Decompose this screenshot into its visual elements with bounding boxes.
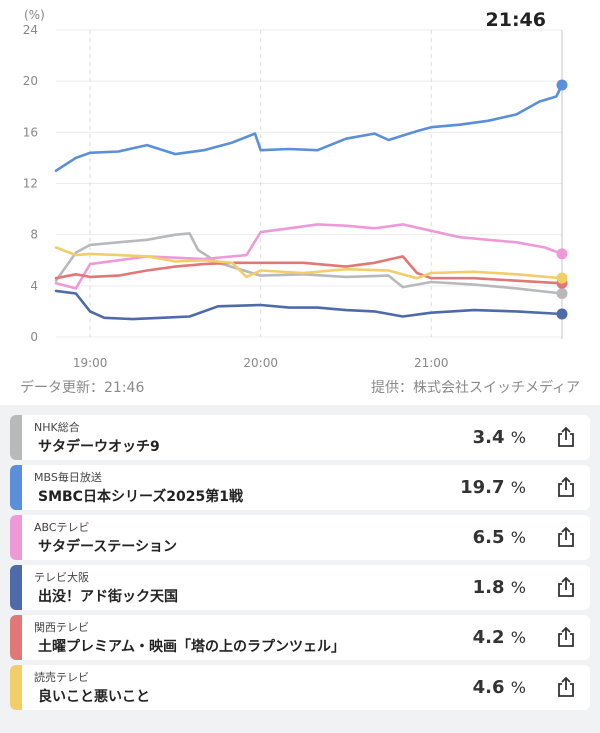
channel-program-title: 良いこと悪いこと xyxy=(38,689,150,705)
channel-rating: 4.2 % xyxy=(473,627,526,648)
channel-rating-value: 4.2 xyxy=(472,627,505,648)
series-endpoint xyxy=(556,288,568,300)
x-tick-label: 21:00 xyxy=(414,356,449,370)
channel-color-bar xyxy=(10,665,22,710)
channel-station-name: ABCテレビ xyxy=(34,521,90,534)
channel-color-bar xyxy=(10,565,22,610)
channel-rating-value: 1.8 xyxy=(472,577,505,598)
channel-rating-value: 6.5 xyxy=(472,527,505,548)
series-line xyxy=(54,246,564,280)
channel-program-title: SMBC日本シリーズ2025第1戦 xyxy=(38,489,243,505)
x-tick-label: 20:00 xyxy=(243,356,278,370)
y-tick-label: 16 xyxy=(23,125,38,139)
series-line xyxy=(54,83,564,172)
channel-color-bar xyxy=(10,615,22,660)
channel-rating: 4.6 % xyxy=(473,677,526,698)
channel-card[interactable]: NHK総合サタデーウオッチ9 3.4 % xyxy=(10,415,590,460)
channel-rating-unit: % xyxy=(510,628,526,647)
series-line xyxy=(54,223,564,290)
series-endpoint xyxy=(556,248,568,260)
channel-station-name: 読売テレビ xyxy=(34,671,89,684)
channel-rating: 3.4 % xyxy=(473,427,526,448)
data-provider-label: 提供：株式会社スイッチメディア xyxy=(370,380,580,396)
channel-station-name: MBS毎日放送 xyxy=(34,471,102,484)
series-line xyxy=(54,289,564,321)
y-tick-label: 8 xyxy=(30,228,38,242)
y-tick-label: 0 xyxy=(30,330,38,344)
y-unit-label: (%) xyxy=(24,8,45,22)
share-icon[interactable] xyxy=(554,625,578,649)
series-endpoint xyxy=(556,272,568,284)
channel-rating-value: 19.7 xyxy=(460,477,505,498)
series-endpoint xyxy=(556,308,568,320)
channel-rating-unit: % xyxy=(510,428,526,447)
series-line xyxy=(54,255,564,285)
channel-color-bar xyxy=(10,465,22,510)
channel-card[interactable]: MBS毎日放送 SMBC日本シリーズ2025第1戦 19.7 % xyxy=(10,465,590,510)
channel-rating: 19.7 % xyxy=(460,477,526,498)
share-icon[interactable] xyxy=(554,425,578,449)
channel-card[interactable]: 関西テレビ土曜プレミアム・映画「塔の上のラプンツェル」 4.2 % xyxy=(10,615,590,660)
channel-station-name: NHK総合 xyxy=(34,421,80,434)
channel-card[interactable]: ABCテレビサタデーステーション 6.5 % xyxy=(10,515,590,560)
channel-rating-unit: % xyxy=(510,478,526,497)
current-time: 21:46 xyxy=(485,9,546,31)
x-tick-label: 19:00 xyxy=(73,356,108,370)
rating-line-chart: 0 4 8 12 16 20 24(%) 19:00 20:00 21:00 xyxy=(23,8,568,370)
rating-chart-panel: 0 4 8 12 16 20 24 (%) 19:00 20:00 21:00 21:46 データ更… xyxy=(20,8,580,396)
channel-rating-unit: % xyxy=(510,678,526,697)
channel-color-bar xyxy=(10,515,22,560)
y-tick-label: 12 xyxy=(23,177,38,191)
channel-rating-value: 3.4 xyxy=(472,427,505,448)
channel-station-name: テレビ大阪 xyxy=(34,571,89,584)
data-updated-label: データ更新：21:46 xyxy=(20,380,145,396)
channel-rating: 1.8 % xyxy=(473,577,526,598)
channel-rating-value: 4.6 xyxy=(472,677,505,698)
y-tick-label: 4 xyxy=(30,279,38,293)
channel-list: NHK総合サタデーウオッチ9 3.4 % MBS毎日放送 SMBC日本シリーズ2025… xyxy=(0,405,600,733)
channel-program-title: 出没！アド街ック天国 xyxy=(38,589,178,605)
channel-program-title: 土曜プレミアム・映画「塔の上のラプンツェル」 xyxy=(38,639,346,655)
channel-card[interactable]: 読売テレビ良いこと悪いこと 4.6 % xyxy=(10,665,590,710)
channel-card[interactable]: テレビ大阪出没！アド街ック天国 1.8 % xyxy=(10,565,590,610)
channel-rating: 6.5 % xyxy=(473,527,526,548)
channel-program-title: サタデーウオッチ9 xyxy=(38,439,160,455)
share-icon[interactable] xyxy=(554,475,578,499)
share-icon[interactable] xyxy=(554,575,578,599)
channel-station-name: 関西テレビ xyxy=(34,621,89,634)
channel-program-title: サタデーステーション xyxy=(38,539,178,555)
y-tick-label: 20 xyxy=(23,74,38,88)
channel-color-bar xyxy=(10,415,22,460)
series-endpoint xyxy=(556,79,568,91)
share-icon[interactable] xyxy=(554,675,578,699)
channel-rating-unit: % xyxy=(510,528,526,547)
channel-rating-unit: % xyxy=(510,578,526,597)
y-tick-label: 24 xyxy=(23,23,38,37)
share-icon[interactable] xyxy=(554,525,578,549)
